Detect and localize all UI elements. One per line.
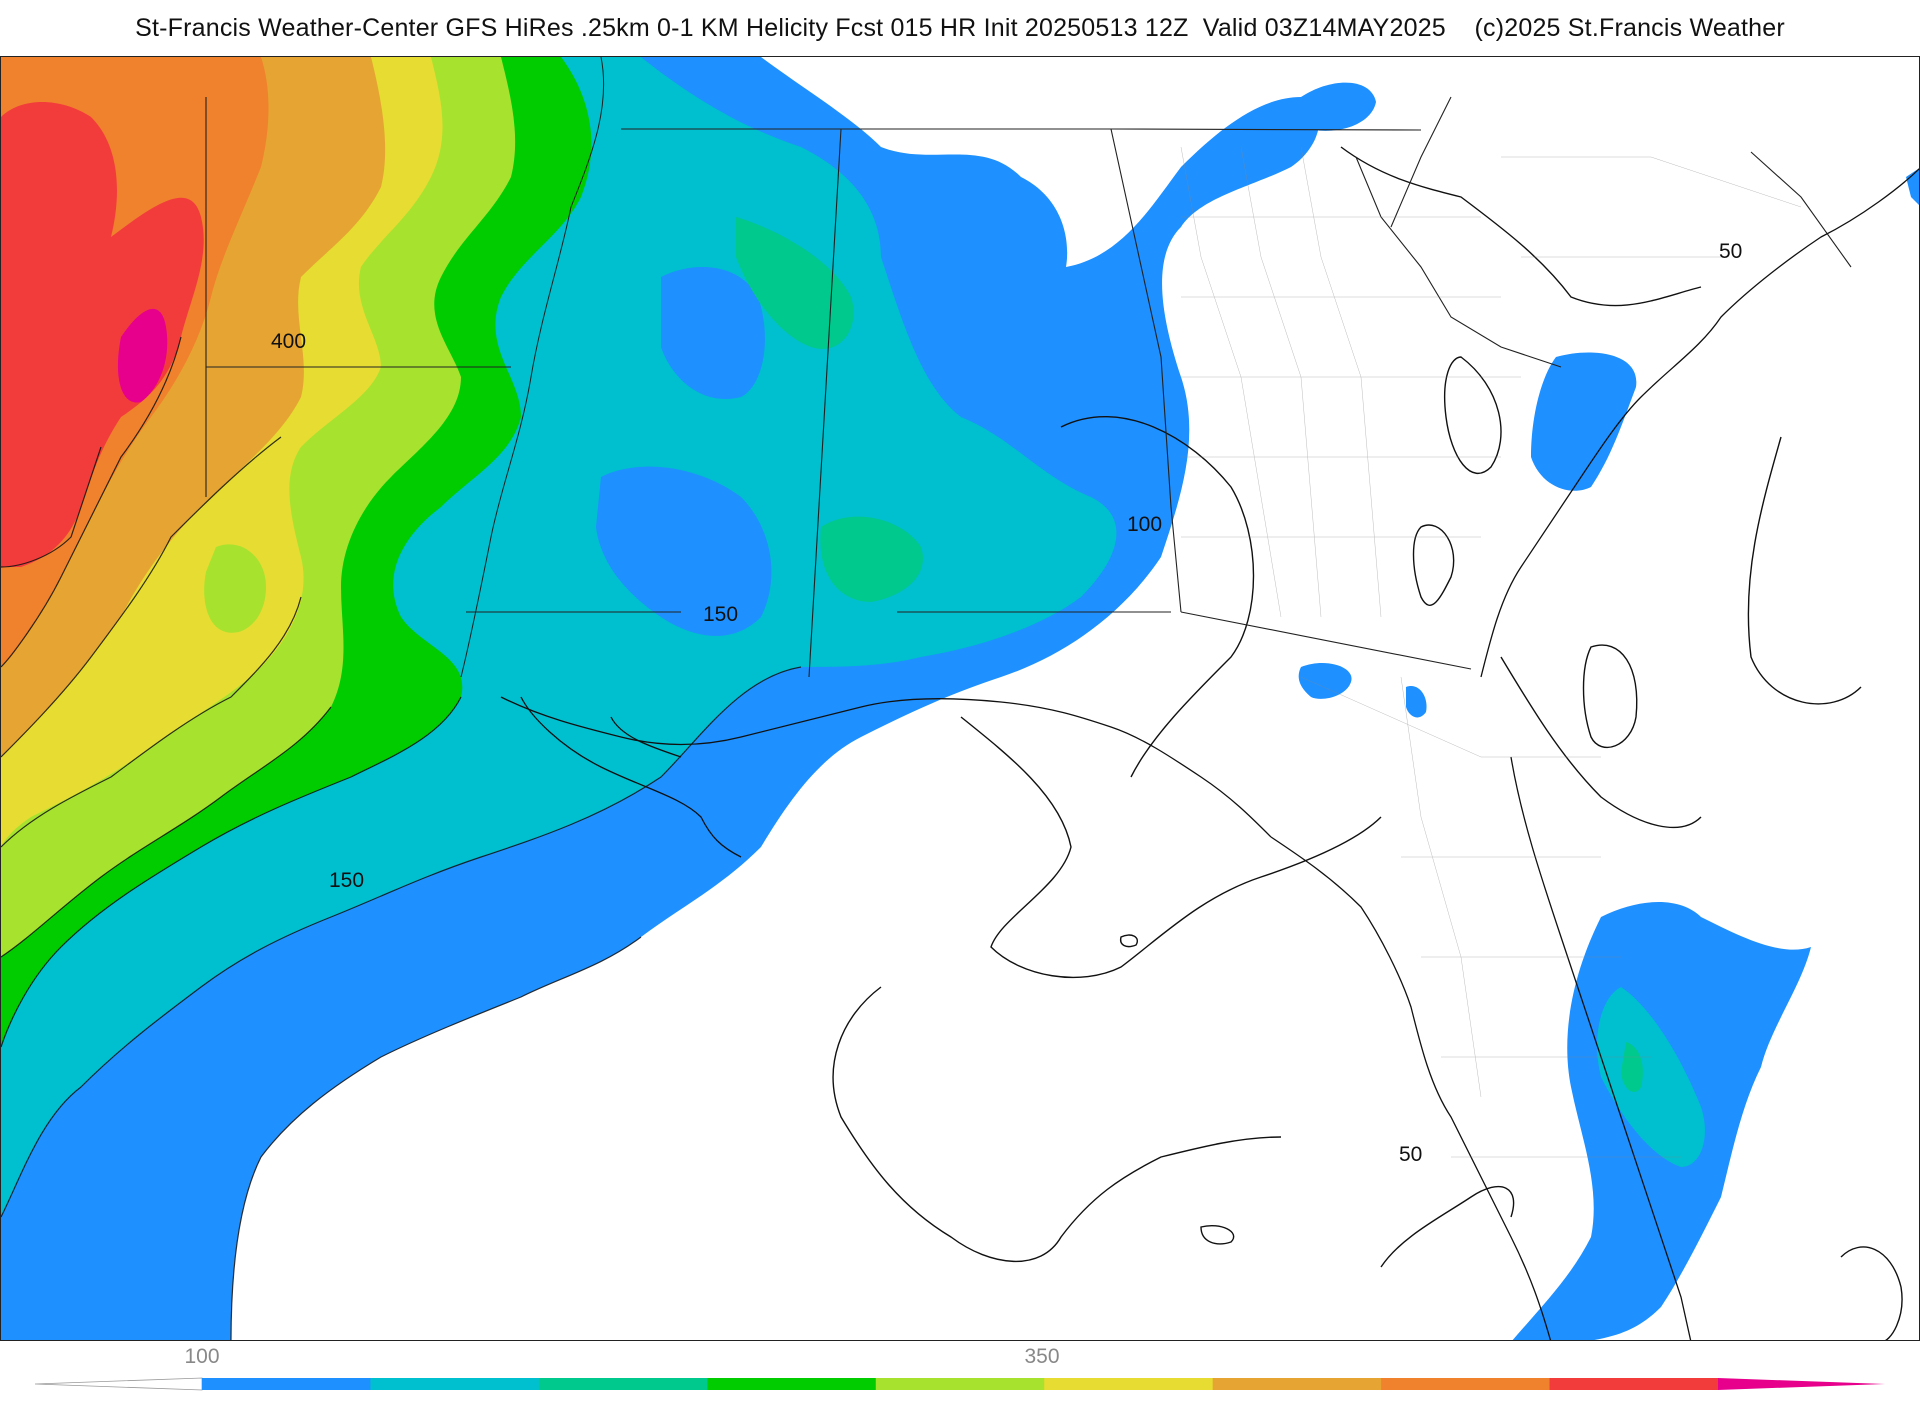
helicity-map: 400 150 150 100 50 50 [1,57,1919,1340]
colorbar-band-0 [34,1377,203,1391]
colorbar-tick-350: 350 [1024,1345,1060,1368]
colorbar-band-2 [370,1378,540,1390]
colorbar-band-4 [707,1378,877,1390]
colorbar-tick-100: 100 [184,1345,220,1368]
helicity-contours [832,146,1903,1340]
county-lines [1180,146,1802,1158]
state-boundaries [205,96,1852,678]
colorbar-band-10 [1718,1378,1885,1390]
contour-label-50-north: 50 [1719,240,1742,263]
map-panel[interactable]: 400 150 150 100 50 50 [0,56,1920,1341]
colorbar-band-3 [538,1378,708,1390]
helicity-band-red [1,102,204,567]
contour-label-150-south: 150 [329,869,364,892]
coastlines [500,168,1919,1340]
contour-label-50-south: 50 [1399,1143,1422,1166]
colorbar-band-6 [1044,1378,1214,1390]
map-title: St-Francis Weather-Center GFS HiRes .25k… [135,14,1785,42]
contour-label-100: 100 [1127,513,1162,536]
contour-label-400: 400 [271,330,306,353]
river [460,57,605,678]
helicity-band-magenta [117,308,168,403]
colorbar-band-7 [1212,1378,1382,1390]
colorbar [0,1341,1920,1400]
colorbar-band-9 [1549,1378,1719,1390]
colorbar-band-5 [875,1378,1045,1390]
colorbar-band-1 [202,1378,371,1390]
contour-label-150-north: 150 [703,603,738,626]
colorbar-band-8 [1381,1378,1551,1390]
